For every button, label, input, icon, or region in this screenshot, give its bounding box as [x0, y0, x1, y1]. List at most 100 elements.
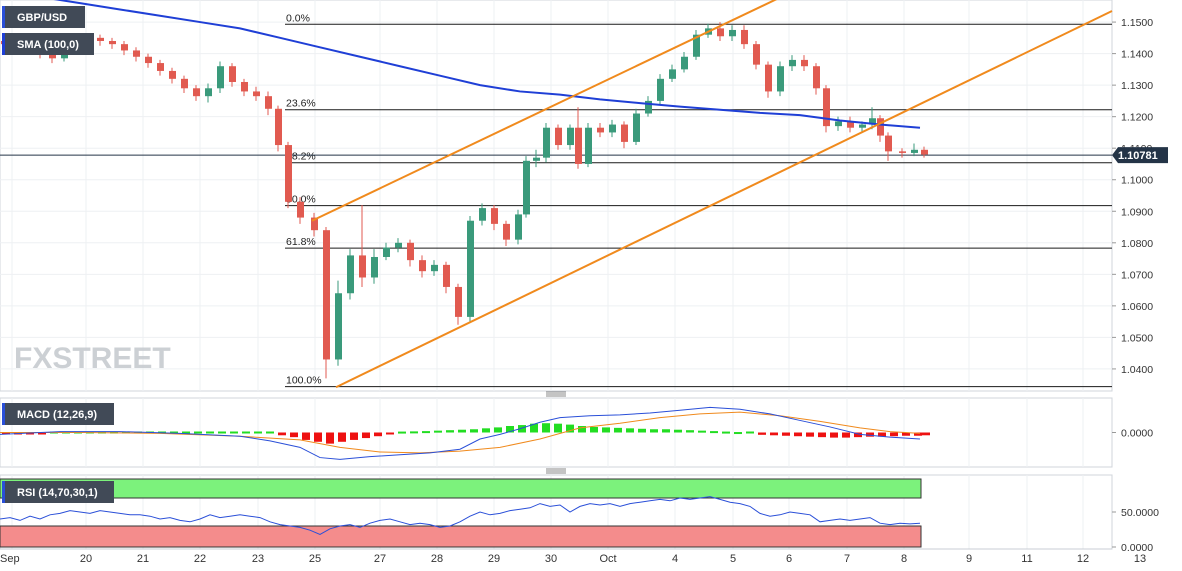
macd-histogram-bar [662, 429, 670, 433]
rsi-label[interactable]: RSI (14,70,30,1) [2, 481, 114, 503]
candle-body [835, 121, 842, 127]
candle-body [443, 264, 450, 287]
instrument-text: GBP/USD [17, 12, 67, 24]
candle-body [133, 50, 140, 57]
candle-body [275, 108, 282, 146]
fib-level-label: 61.8% [286, 236, 316, 248]
candle-body [847, 121, 854, 128]
macd-histogram-bar [26, 432, 34, 435]
macd-histogram-bar [914, 432, 922, 436]
macd-histogram-bar [554, 423, 562, 433]
candle-body [515, 214, 522, 240]
macd-label-text: MACD (12,26,9) [17, 409, 97, 421]
macd-histogram-bar [518, 425, 526, 433]
candle-body [669, 69, 676, 79]
candle-body [145, 56, 152, 64]
sma-label[interactable]: SMA (100,0) [2, 33, 94, 55]
macd-histogram-bar [326, 432, 334, 444]
candle-body [777, 66, 784, 92]
candle-body [347, 255, 354, 294]
x-axis-tick-label: 30 [545, 553, 557, 565]
channel-trendline [311, 0, 778, 222]
fib-level-label: 100.0% [286, 375, 322, 387]
macd-line [0, 406, 921, 460]
fib-level-label: 38.2% [286, 151, 316, 163]
macd-histogram-bar [422, 431, 430, 434]
candle-body [217, 66, 224, 89]
price-axis-label: 1.0900 [1121, 206, 1153, 218]
macd-histogram-bar [782, 432, 790, 436]
instrument-label: GBP/USD [2, 6, 85, 28]
rsi-line [0, 496, 921, 535]
sma-label-text: SMA (100,0) [17, 39, 79, 51]
candle-body [681, 56, 688, 70]
candle-body [383, 247, 390, 257]
macd-histogram-bar [842, 432, 850, 438]
candle-body [97, 37, 104, 41]
candle-body [157, 63, 164, 71]
macd-histogram-bar [794, 432, 802, 437]
candle-body [575, 127, 582, 164]
candle-body [193, 88, 200, 97]
candle-body [633, 113, 640, 142]
macd-histogram-bar [398, 431, 406, 434]
candle-body [49, 53, 56, 59]
macd-histogram-bar [458, 429, 466, 433]
candle-body [801, 59, 808, 67]
price-axis-label: 1.1300 [1121, 80, 1153, 92]
panel-resize-handle-2[interactable] [546, 468, 566, 474]
candle-body [407, 242, 414, 261]
macd-histogram-bar [638, 428, 646, 433]
price-panel[interactable] [0, 0, 1113, 392]
macd-histogram-bar [854, 432, 862, 438]
price-axis-label: 1.1200 [1121, 112, 1153, 124]
x-axis-tick-label: 22 [194, 553, 206, 565]
macd-histogram-bar [506, 426, 514, 433]
macd-histogram-bar [278, 432, 286, 436]
x-axis-tick-label: 12 [1077, 553, 1089, 565]
candle-body [859, 124, 866, 128]
x-axis-tick-label: 27 [374, 553, 386, 565]
candle-body [253, 91, 260, 97]
fib-level-label: 23.6% [286, 98, 316, 110]
candle-body [335, 293, 342, 360]
price-axis-label: 1.1000 [1121, 175, 1153, 187]
candle-body [523, 160, 530, 215]
macd-histogram-bar [482, 428, 490, 433]
x-axis-tick-label: 7 [844, 553, 850, 565]
candle-body [503, 223, 510, 240]
candle-body [311, 217, 318, 231]
candle-body [491, 208, 498, 224]
macd-label[interactable]: MACD (12,26,9) [2, 403, 114, 425]
panel-resize-handle-1[interactable] [546, 391, 566, 397]
macd-histogram-bar [866, 432, 874, 437]
channel-trendline [335, 10, 1113, 389]
candle-body [693, 34, 700, 57]
candle-body [455, 286, 462, 317]
candle-body [431, 264, 438, 272]
macd-histogram-bar [674, 429, 682, 433]
macd-histogram-bar [38, 432, 46, 435]
candle-body [533, 157, 540, 161]
candle-body [205, 88, 212, 97]
macd-histogram-bar [386, 432, 394, 435]
candle-body [729, 29, 736, 37]
macd-histogram-bar [590, 426, 598, 433]
rsi-axis-label: 50.0000 [1121, 507, 1159, 519]
macd-histogram-bar [350, 432, 358, 440]
x-axis-tick-label: 5 [730, 553, 736, 565]
candle-body [869, 118, 876, 125]
macd-histogram-bar [410, 431, 418, 434]
macd-histogram-bar [194, 431, 202, 434]
candle-body [585, 127, 592, 164]
candle-body [395, 242, 402, 248]
macd-histogram-bar [290, 432, 298, 438]
macd-histogram-bar [698, 430, 706, 433]
macd-histogram-bar [374, 432, 382, 437]
macd-histogram-bar [218, 431, 226, 434]
macd-histogram-bar [710, 431, 718, 434]
price-axis-label: 1.0600 [1121, 301, 1153, 313]
macd-histogram-bar [602, 427, 610, 433]
x-axis-tick-label: 29 [488, 553, 500, 565]
